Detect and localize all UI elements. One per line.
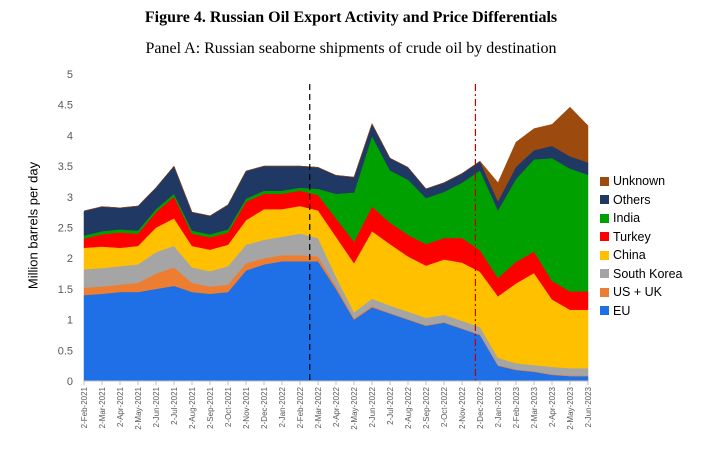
x-tick-label: 2-Feb-2021 bbox=[80, 386, 89, 428]
legend: Unknown Others India Turkey China South Korea… bbox=[600, 172, 683, 320]
x-tick-label: 2-Jul-2021 bbox=[170, 386, 179, 424]
x-tick-label: 2-Sep-2022 bbox=[422, 386, 431, 428]
x-tick-label: 2-Nov-2021 bbox=[242, 386, 251, 428]
axes: 0 0.5 1 1.5 2 2.5 3 3.5 4 4.5 5 2-Feb-2021 2-Mar-202… bbox=[58, 69, 593, 430]
legend-item: Turkey bbox=[600, 228, 683, 247]
x-tick-label: 2-Nov-2022 bbox=[458, 386, 467, 428]
x-tick-label: 2-Mar-2021 bbox=[98, 386, 107, 428]
panel-title: Panel A: Russian seaborne shipments of c… bbox=[145, 40, 557, 57]
legend-item: Unknown bbox=[600, 172, 683, 191]
y-tick-label: 4.5 bbox=[58, 100, 73, 112]
legend-swatch bbox=[600, 195, 609, 205]
legend-item: US + UK bbox=[600, 283, 683, 302]
x-tick-label: 2-May-2023 bbox=[566, 386, 575, 429]
x-tick-label: 2-Aug-2022 bbox=[404, 386, 413, 428]
event-lines bbox=[309, 84, 477, 381]
legend-swatch bbox=[600, 213, 609, 223]
x-tick-label: 2-Oct-2021 bbox=[224, 386, 233, 427]
y-tick-label: 0 bbox=[67, 376, 73, 388]
y-tick-label: 1.5 bbox=[58, 284, 73, 296]
y-tick-label: 2.5 bbox=[58, 223, 73, 235]
legend-swatch bbox=[600, 269, 609, 279]
x-tick-label: 2-May-2021 bbox=[134, 386, 143, 429]
legend-item: Others bbox=[600, 191, 683, 210]
legend-label: Unknown bbox=[613, 174, 666, 189]
area-unknown bbox=[83, 106, 589, 217]
legend-label: US + UK bbox=[613, 285, 662, 300]
x-tick-label: 2-Aug-2021 bbox=[188, 386, 197, 428]
legend-item: China bbox=[600, 246, 683, 265]
y-tick-label: 3 bbox=[67, 192, 73, 204]
x-tick-label: 2-Dec-2021 bbox=[260, 386, 269, 428]
legend-label: Turkey bbox=[613, 229, 651, 244]
y-tick-label: 1 bbox=[67, 315, 73, 327]
legend-swatch bbox=[600, 306, 609, 316]
x-tick-label: 2-Dec-2022 bbox=[476, 386, 485, 428]
x-tick-label: 2-Apr-2022 bbox=[332, 386, 341, 427]
x-tick-label: 2-Apr-2021 bbox=[116, 386, 125, 427]
x-tick-label: 2-Oct-2022 bbox=[440, 386, 449, 427]
y-tick-label: 0.5 bbox=[58, 345, 73, 357]
y-tick-label: 2 bbox=[67, 253, 73, 265]
legend-swatch bbox=[600, 176, 609, 186]
legend-item: EU bbox=[600, 302, 683, 321]
x-tick-label: 2-Jul-2022 bbox=[386, 386, 395, 424]
x-tick-label: 2-May-2022 bbox=[350, 386, 359, 429]
x-tick-label: 2-Apr-2023 bbox=[548, 386, 557, 427]
series-areas bbox=[83, 106, 589, 382]
x-tick-label: 2-Jan-2023 bbox=[494, 386, 503, 427]
figure-title: Figure 4. Russian Oil Export Activity an… bbox=[144, 9, 558, 26]
y-tick-label: 5 bbox=[67, 69, 73, 81]
x-tick-label: 2-Mar-2023 bbox=[530, 386, 539, 428]
y-tick-label: 3.5 bbox=[58, 161, 73, 173]
x-tick-label: 2-Jun-2021 bbox=[152, 386, 161, 427]
x-tick-label: 2-Feb-2023 bbox=[512, 386, 521, 428]
legend-swatch bbox=[600, 232, 609, 242]
x-tick-label: 2-Sep-2021 bbox=[206, 386, 215, 428]
x-tick-label: 2-Jun-2023 bbox=[584, 386, 593, 427]
legend-swatch bbox=[600, 250, 609, 260]
legend-item: India bbox=[600, 209, 683, 228]
legend-item: South Korea bbox=[600, 265, 683, 284]
x-tick-label: 2-Mar-2022 bbox=[314, 386, 323, 428]
y-tick-label: 4 bbox=[67, 130, 73, 142]
legend-label: China bbox=[613, 248, 646, 263]
x-tick-label: 2-Feb-2022 bbox=[296, 386, 305, 428]
legend-label: India bbox=[613, 211, 641, 226]
x-tick-label: 2-Jan-2022 bbox=[278, 386, 287, 427]
x-tick-label: 2-Jun-2022 bbox=[368, 386, 377, 427]
legend-swatch bbox=[600, 287, 609, 297]
legend-label: EU bbox=[613, 303, 631, 318]
legend-label: Others bbox=[613, 192, 651, 207]
legend-label: South Korea bbox=[613, 266, 683, 281]
